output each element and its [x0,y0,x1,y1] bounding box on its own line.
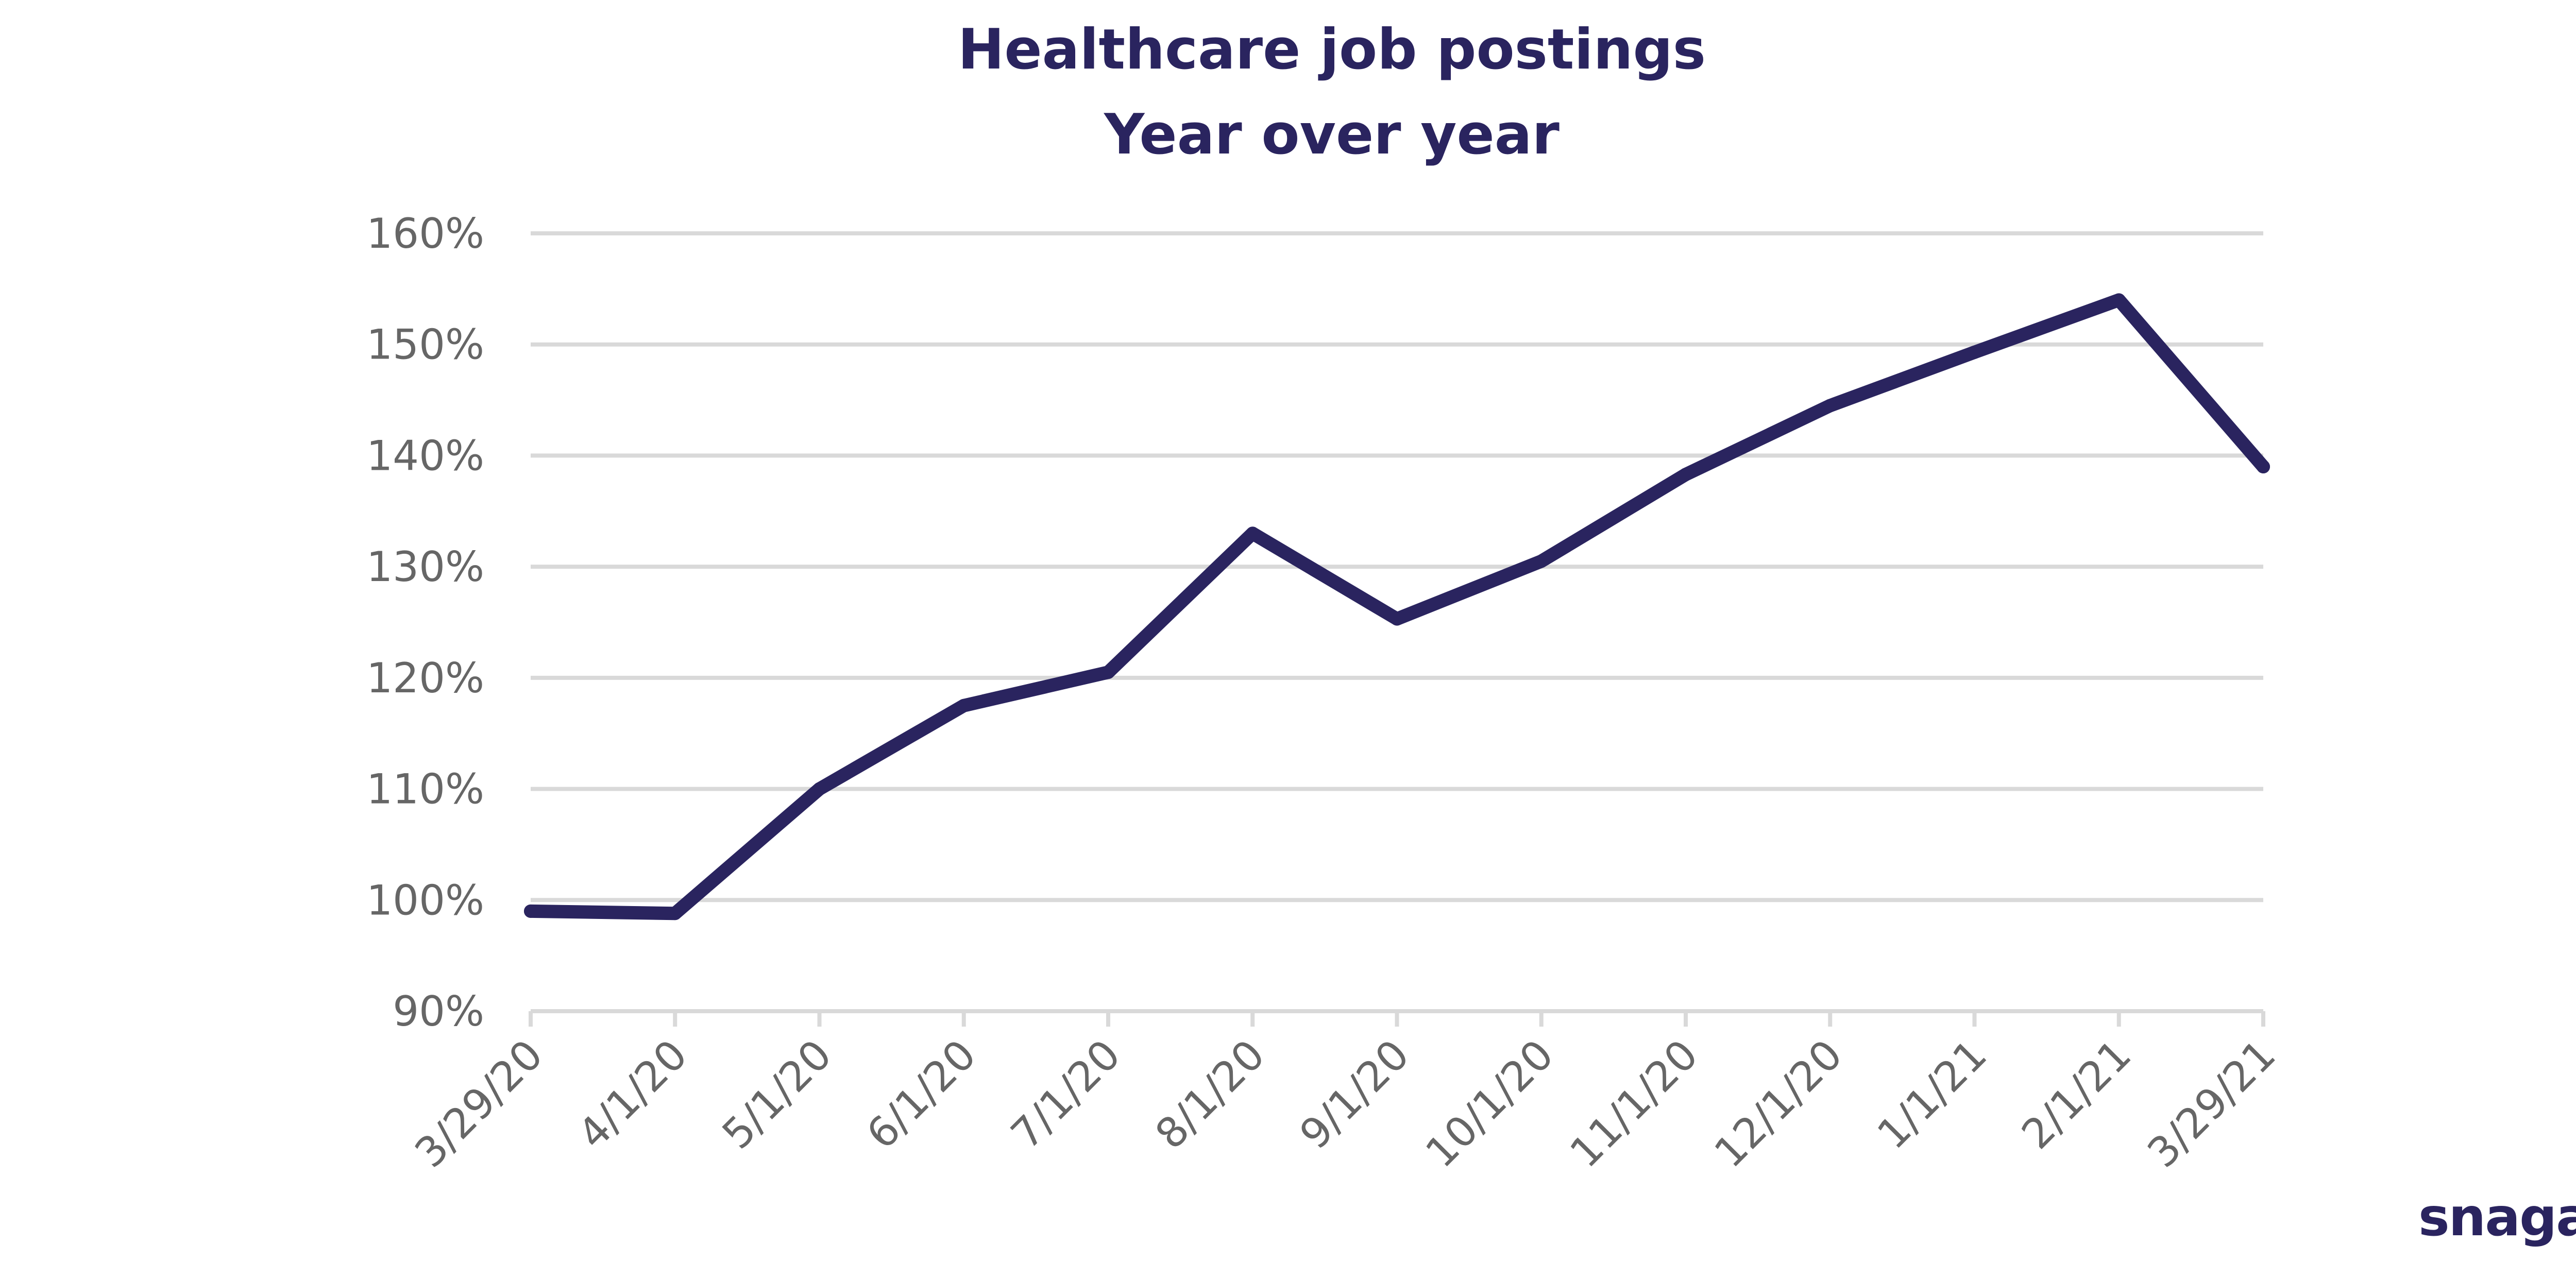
data-point [1823,399,1837,413]
x-tick-label: 11/1/20 [1561,1031,1707,1177]
y-tick-label: 120% [366,654,484,702]
data-point [2257,460,2270,473]
data-point [1101,666,1115,679]
x-tick-label: 8/1/20 [1146,1031,1274,1158]
y-tick-label: 110% [366,765,484,813]
data-point [2112,293,2126,307]
data-point [1390,612,1404,626]
data-point [524,904,537,918]
x-tick-label: 1/1/21 [1868,1031,1996,1158]
snagajob-logo: snagajob [2418,1187,2576,1248]
x-tick-label: 12/1/20 [1705,1031,1852,1177]
x-tick-label: 3/29/20 [406,1031,552,1177]
x-tick-label: 9/1/20 [1291,1031,1418,1158]
gridlines [531,231,2263,902]
y-tick-label: 90% [393,987,484,1035]
series-line [524,293,2270,921]
chart-title: Healthcare job postings [958,18,1706,82]
data-point [1534,554,1548,568]
y-tick-label: 100% [366,876,484,924]
x-tick-label: 5/1/20 [713,1031,841,1158]
y-tick-label: 130% [366,543,484,591]
y-axis-tick-labels: 90% 100% 110% 120% 130% 140% 150% 160% [366,210,484,1035]
data-point [812,782,826,796]
data-point [1246,526,1260,540]
x-axis-tick-labels: 3/29/20 4/1/20 5/1/20 6/1/20 7/1/20 8/1/20 9/1… [406,1031,2285,1177]
y-tick-label: 160% [366,210,484,258]
y-tick-label: 150% [366,321,484,369]
chart-subtitle: Year over year [1103,103,1560,167]
x-tick-label: 7/1/20 [1002,1031,1130,1158]
y-tick-label: 140% [366,432,484,480]
x-tick-label: 10/1/20 [1416,1031,1563,1177]
data-point [1679,468,1692,482]
x-tick-label: 3/29/21 [2139,1031,2285,1177]
data-point [957,698,971,712]
data-point [668,907,682,921]
x-axis [529,1009,2265,1027]
x-tick-label: 4/1/20 [569,1031,697,1158]
x-tick-label: 2/1/21 [2012,1031,2140,1158]
data-point [1968,345,1981,359]
series-lines [524,293,2270,921]
x-tick-label: 6/1/20 [857,1031,985,1158]
